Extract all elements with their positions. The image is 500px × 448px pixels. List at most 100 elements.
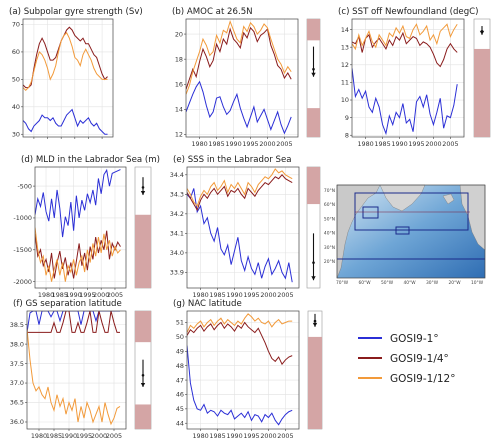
x-tick-label: 1995: [79, 291, 95, 299]
y-tick-label: 8: [345, 131, 349, 139]
series-line-quarter: [23, 26, 108, 89]
series-line-low: [187, 345, 293, 426]
x-tick-label: 1990: [225, 140, 241, 148]
legend-label: GOSI9-1°: [390, 333, 439, 345]
panel-f: (f) GS separation latitude 36.0 36.5 37.0 37…: [10, 299, 152, 440]
y-tick-label: 50: [12, 76, 20, 84]
range-bar: [307, 310, 323, 430]
y-tick-label: 34.1: [170, 230, 184, 238]
series-line-quarter: [35, 230, 121, 279]
map-frame: [336, 184, 486, 279]
map-lat-label: 40°N: [324, 231, 335, 237]
series-line-twelfth: [23, 31, 108, 92]
range-bar-arrowhead: [311, 72, 316, 77]
range-bar-shade: [307, 167, 320, 205]
y-tick-label: 70: [12, 21, 20, 29]
range-bar: [134, 166, 152, 289]
y-tick-label: 44: [176, 419, 184, 427]
x-tick-label: 1980: [192, 291, 208, 299]
panel-d: (d) MLD in the Labrador Sea (m) -2000 -150…: [13, 155, 160, 299]
series-line-twelfth: [187, 313, 293, 333]
y-tick-label: 14: [341, 26, 349, 34]
y-tick-label: 45: [176, 405, 184, 413]
series-line-low: [187, 188, 293, 283]
y-tick-label: 11: [341, 79, 349, 87]
y-tick-label: 13: [341, 43, 349, 51]
x-tick-label: 1980: [357, 140, 373, 148]
range-bar: [134, 310, 152, 430]
iceland-landmass: [442, 193, 455, 205]
range-bar-shade: [474, 48, 490, 137]
x-tick-label: 1990: [226, 291, 242, 299]
range-bar-dot: [312, 67, 315, 71]
panel-title: (c) SST off Newfoundland (degC): [338, 7, 479, 17]
y-tick-label: 33.9: [170, 269, 184, 277]
series-line-twelfth: [35, 227, 121, 282]
y-tick-label: 38.5: [10, 321, 24, 329]
range-bar: [473, 18, 491, 138]
series-line-low: [352, 68, 458, 136]
range-bar-arrowhead: [140, 191, 146, 196]
x-tick-label: 1995: [242, 140, 258, 148]
legend-label: GOSI9-1/12°: [390, 373, 455, 385]
plot-frame: [185, 18, 299, 138]
x-tick-label: 1995: [243, 432, 259, 440]
y-tick-label: 18: [175, 55, 183, 63]
map-lat-label: 50°N: [324, 216, 335, 222]
legend: GOSI9-1° GOSI9-1/4° GOSI9-1/12°: [358, 333, 455, 385]
x-tick-label: 1980: [192, 432, 208, 440]
x-tick-label: 1985: [52, 291, 68, 299]
series-line-twelfth: [186, 19, 292, 95]
map-lon-label: 20°W: [448, 280, 461, 286]
y-tick-label: 47: [176, 376, 184, 384]
y-tick-label: 34.4: [170, 171, 184, 179]
subpolar-gyre-box: [354, 192, 469, 231]
range-bar-dot: [313, 319, 317, 323]
map-lon-label: 70°W: [336, 280, 349, 286]
x-tick-label: 1990: [65, 291, 81, 299]
x-tick-label: 1985: [209, 291, 225, 299]
range-bar-shade: [135, 404, 151, 429]
map-lat-label: 70°N: [324, 188, 335, 194]
panel-c: (c) SST off Newfoundland (degC) 8 9 10 11 12 1…: [338, 7, 491, 148]
y-tick-label: 30: [12, 130, 20, 138]
map-lon-label: 60°W: [358, 280, 371, 286]
x-tick-label: 1990: [391, 140, 407, 148]
x-tick-label: 2005: [442, 140, 458, 148]
y-tick-label: -2000: [13, 278, 32, 286]
series-line-quarter: [186, 26, 292, 90]
y-tick-label: 40: [12, 103, 20, 111]
series-line-quarter: [187, 321, 293, 366]
panel-e: (e) SSS in the Labrador Sea 33.9 34.0 34.1 3…: [170, 155, 321, 299]
y-tick-label: 46: [176, 391, 184, 399]
y-tick-label: 49: [176, 347, 184, 355]
series-line-low: [27, 311, 120, 333]
range-bar-shade: [135, 214, 151, 288]
plot-frame: [34, 166, 127, 289]
x-tick-label: 1990: [61, 432, 77, 440]
panel-b: (b) AMOC at 26.5N 12 14 16 18 20 1980 1985 1990 1…: [172, 7, 321, 148]
labrador-sea-box: [362, 206, 379, 219]
legend-label: GOSI9-1/4°: [390, 353, 449, 365]
range-bar-arrowhead: [140, 382, 146, 387]
y-tick-label: 12: [341, 61, 349, 69]
panel-a: (a) Subpolar gyre strength (Sv) 30 40 50 60 7…: [9, 7, 143, 139]
x-tick-label: 2005: [106, 432, 122, 440]
x-tick-label: 1990: [226, 432, 242, 440]
newfoundland-box: [395, 226, 410, 235]
y-tick-label: 50: [176, 333, 184, 341]
map-lon-label: 40°W: [403, 280, 416, 286]
range-bar-dot: [141, 373, 145, 377]
y-tick-label: 36.5: [10, 399, 24, 407]
plot-frame: [351, 18, 465, 138]
y-tick-label: 34.3: [170, 191, 184, 199]
range-bar: [306, 18, 321, 138]
series-line-low: [35, 168, 121, 238]
series-line-quarter: [352, 31, 458, 68]
greenland-landmass: [379, 184, 426, 212]
x-tick-label: 2000: [91, 432, 107, 440]
plot-frame: [26, 310, 127, 430]
x-tick-label: 2005: [277, 432, 293, 440]
panel-g: (g) NAC latitude 44 45 46 47 48 49 50 51 1980 1985…: [173, 299, 323, 440]
x-tick-label: 2000: [259, 140, 275, 148]
